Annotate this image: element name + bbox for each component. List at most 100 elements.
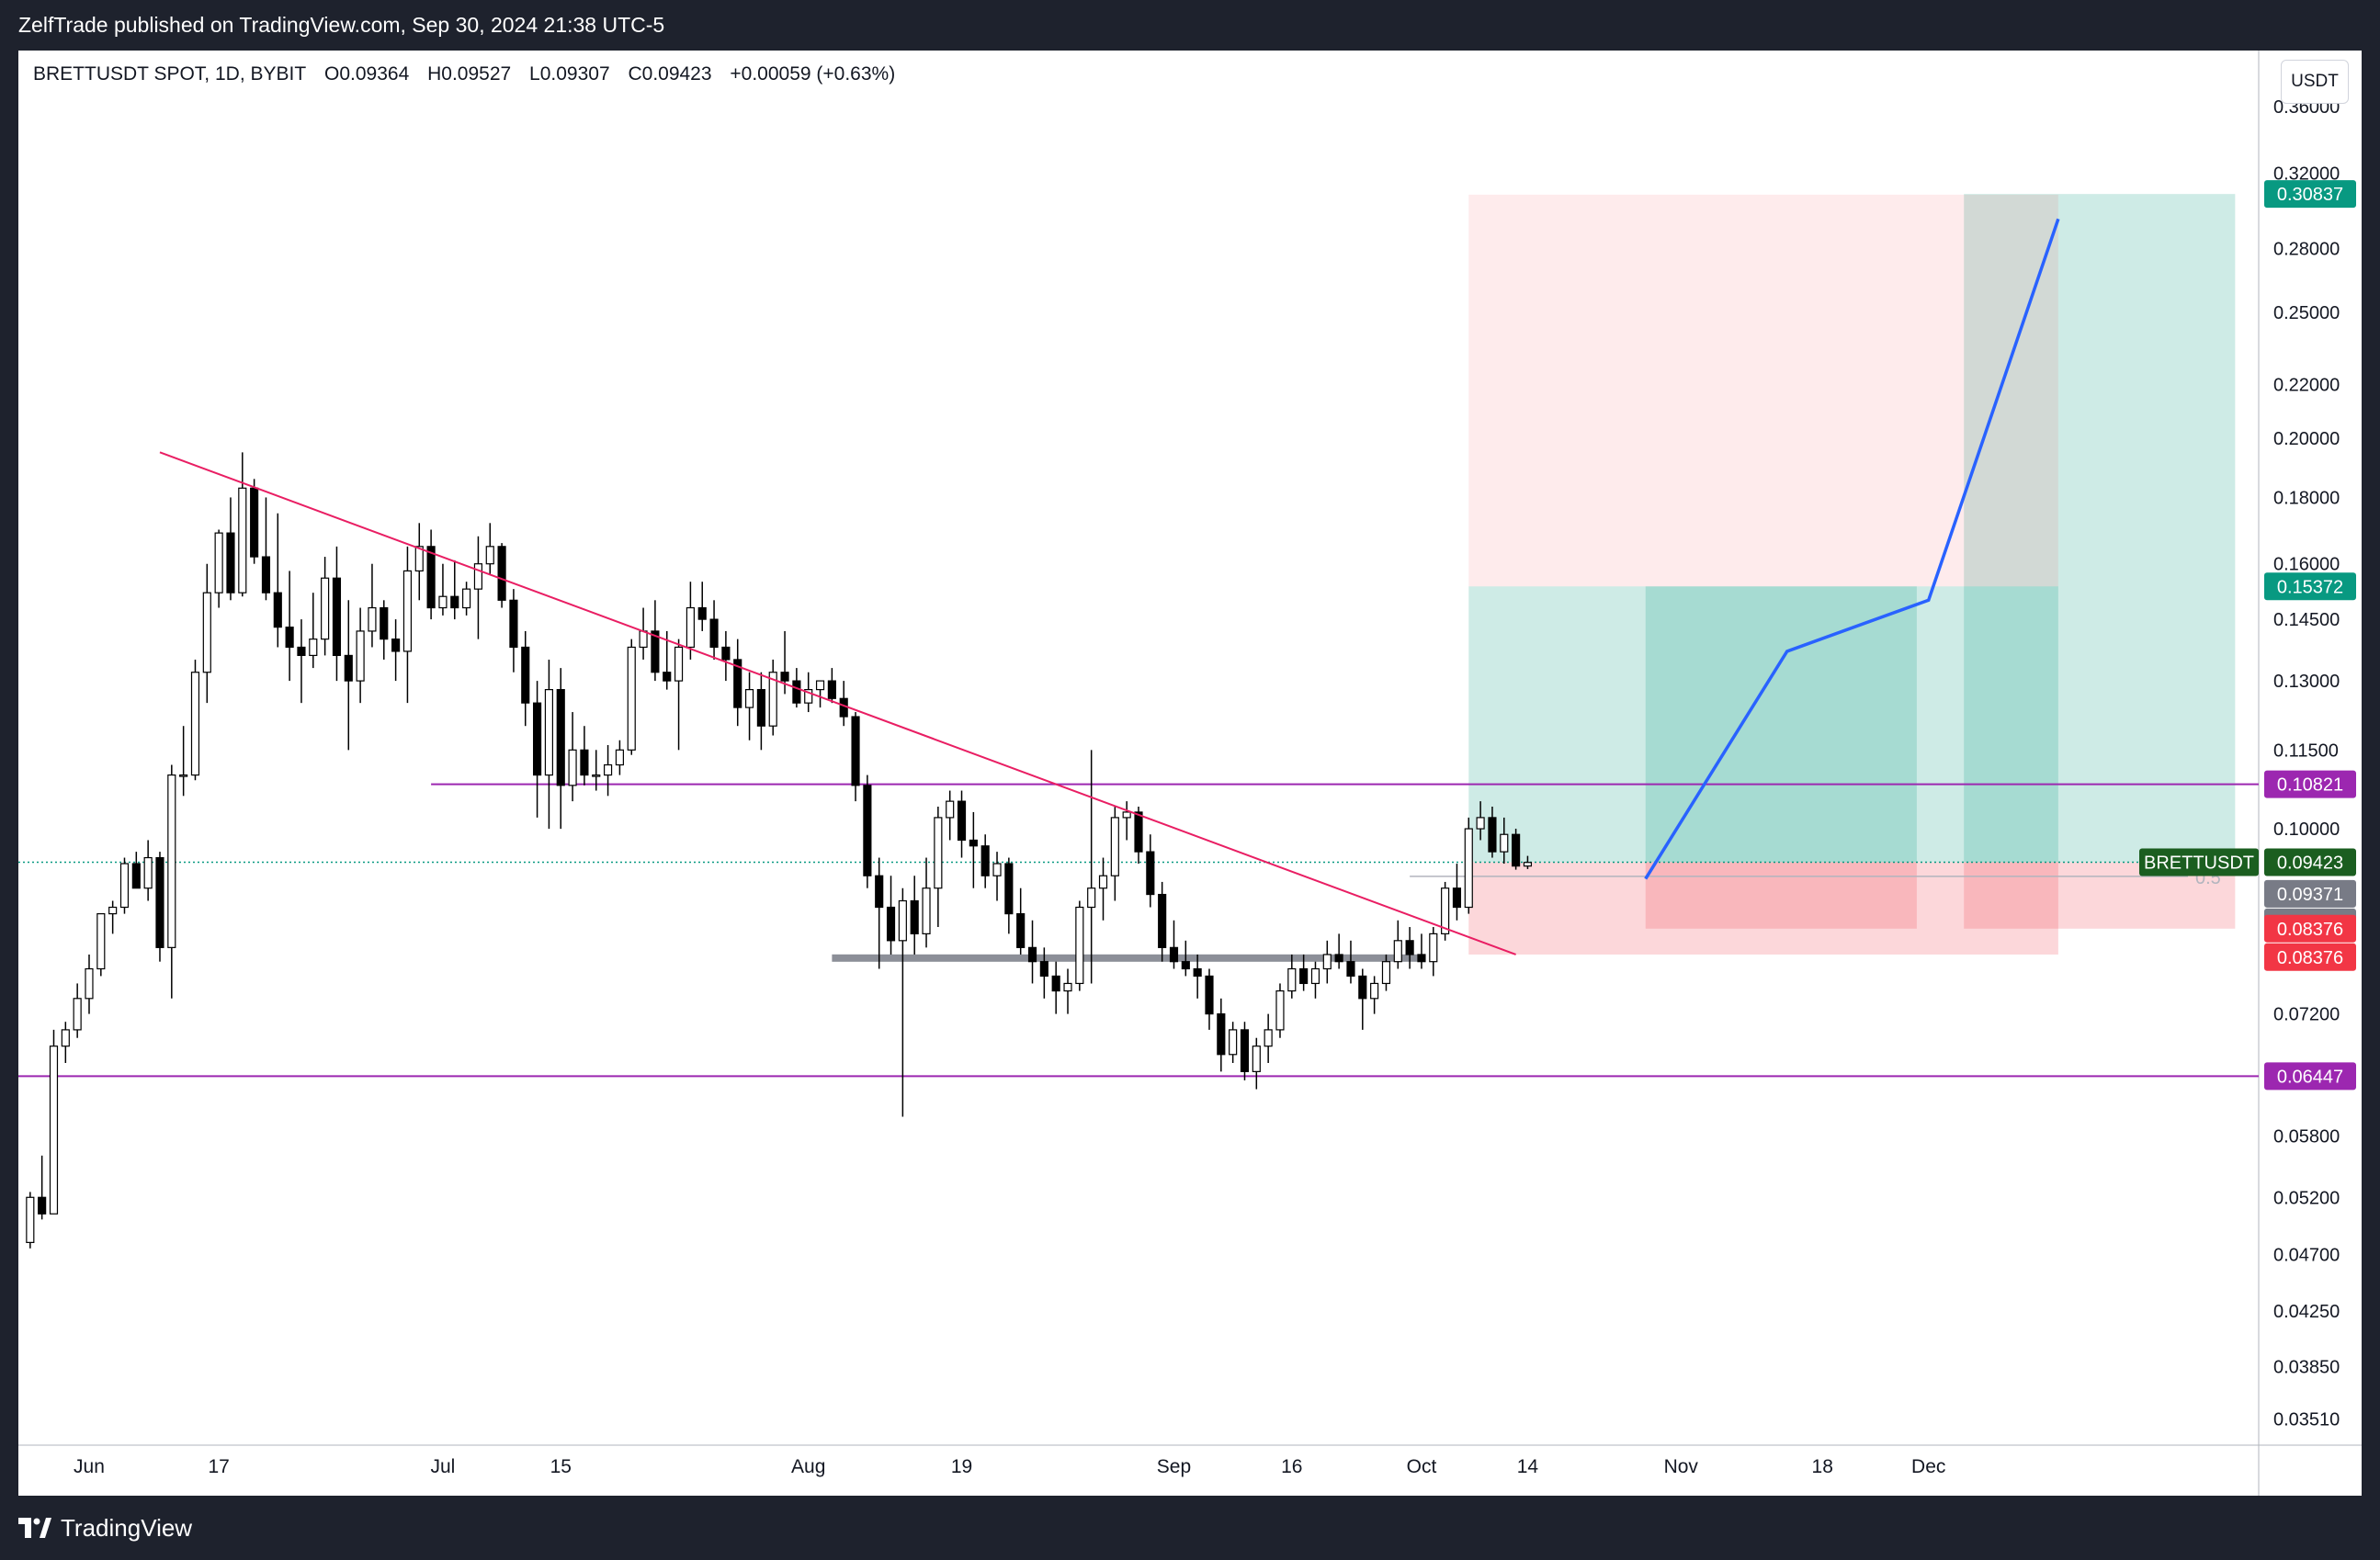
candle <box>1016 887 1026 955</box>
candle-body <box>627 646 636 751</box>
candle-body <box>898 899 907 942</box>
candle <box>1158 881 1167 962</box>
candle <box>992 852 1002 901</box>
candle-body <box>1299 967 1309 985</box>
candle <box>627 639 636 755</box>
position-loss-zone <box>1468 862 2058 955</box>
candle-body <box>1016 913 1026 948</box>
time-tick-label: Jul <box>431 1456 456 1477</box>
candle-body <box>556 689 565 786</box>
candle <box>580 726 589 786</box>
price-tick-label: 0.07200 <box>2273 1005 2340 1025</box>
candle-body <box>1488 817 1497 853</box>
candle <box>214 529 223 608</box>
position-profit-zone <box>1468 586 2058 863</box>
candle <box>1075 900 1084 991</box>
candle-body <box>73 998 82 1031</box>
price-tick-label: 0.22000 <box>2273 375 2340 395</box>
price-axis-badge: 0.09371 <box>2264 879 2356 908</box>
candle-body <box>238 487 247 593</box>
candle <box>533 681 542 818</box>
price-axis-badge-text: 0.06447 <box>2277 1067 2343 1087</box>
price-axis-badge: 0.15372 <box>2264 572 2356 601</box>
candle <box>1051 961 1060 1014</box>
candle-body <box>1098 875 1108 889</box>
currency-button[interactable]: USDT <box>2281 60 2349 104</box>
candle-body <box>1370 982 1379 1000</box>
candle <box>485 523 494 575</box>
candle-body <box>1252 1046 1261 1072</box>
candle <box>497 543 506 608</box>
candle-body <box>544 689 553 776</box>
candle <box>1310 961 1320 999</box>
price-tick-label: 0.04700 <box>2273 1245 2340 1265</box>
candle-body <box>285 627 294 649</box>
candle <box>934 807 943 928</box>
candle-body <box>1169 946 1179 963</box>
candle <box>1417 933 1426 969</box>
position-profit-zone <box>1645 586 1917 863</box>
candle <box>1027 920 1037 984</box>
candle-body <box>709 618 719 649</box>
candle-body <box>1429 933 1438 963</box>
candle <box>768 659 777 736</box>
chart-frame[interactable]: 0.5 0.36000 0.32000 0.28000 0.25000 0.22000 0.… <box>18 51 2362 1496</box>
candle-body <box>674 646 684 682</box>
candle-body <box>980 845 990 876</box>
tradingview-logo[interactable]: TradingView <box>18 1512 192 1543</box>
price-axis-badge-bg <box>2264 914 2356 943</box>
candle-body <box>1441 887 1450 934</box>
price-tick-label: 0.13000 <box>2273 672 2340 692</box>
candle-body <box>190 672 200 776</box>
candle <box>910 876 919 955</box>
time-tick-label: Oct <box>1407 1456 1437 1477</box>
candle <box>1429 927 1438 977</box>
chart-canvas[interactable]: 0.50.360000.320000.280000.250000.220000.… <box>18 51 2362 1496</box>
time-tick-label: 19 <box>951 1456 972 1477</box>
price-tick-label: 0.18000 <box>2273 488 2340 508</box>
candle <box>85 954 94 1014</box>
price-axis-badge-text: 0.30837 <box>2277 185 2343 205</box>
candle <box>332 546 342 682</box>
symbol-badge-bg <box>2139 848 2259 876</box>
price-tick-label: 0.14500 <box>2273 610 2340 630</box>
price-tick-label: 0.28000 <box>2273 239 2340 259</box>
position-loss-zone <box>1645 862 1917 929</box>
publisher-text: ZelfTrade published on TradingView.com, … <box>18 13 665 37</box>
price-tick-label: 0.11500 <box>2273 740 2339 761</box>
candle <box>1441 881 1450 941</box>
time-tick-label: 18 <box>1812 1456 1833 1477</box>
candle <box>733 639 742 727</box>
price-axis-badge-text: 0.10821 <box>2277 775 2343 796</box>
price-axis-badge-bg <box>2264 943 2356 971</box>
candle <box>721 630 731 682</box>
candle <box>1476 801 1485 841</box>
price-axis-badge-text: 0.08376 <box>2277 920 2343 940</box>
price-axis-badge: 0.30837 <box>2264 180 2356 209</box>
candle <box>167 764 176 999</box>
candle-body <box>214 532 223 593</box>
candle <box>1358 968 1367 1030</box>
candle <box>190 659 200 781</box>
candle <box>1464 817 1473 914</box>
candle-body <box>686 606 695 649</box>
candle-body <box>615 749 624 766</box>
legend-symbol[interactable]: BRETTUSDT SPOT, 1D, BYBIT <box>33 63 307 85</box>
candle-body <box>839 697 848 718</box>
candle-body <box>167 774 176 948</box>
price-axis-badge: 0.09423 <box>2264 848 2356 876</box>
candle-body <box>462 588 471 609</box>
candle <box>946 790 955 841</box>
candle-body <box>1334 954 1343 963</box>
candle <box>119 857 130 914</box>
candle <box>521 630 530 727</box>
candle-body <box>946 800 955 819</box>
candle-body <box>744 689 754 708</box>
price-tick-label: 0.05200 <box>2273 1188 2340 1208</box>
candle <box>1098 857 1108 921</box>
price-axis-badge-text: 0.15372 <box>2277 577 2343 597</box>
candle-body <box>179 774 188 777</box>
candle <box>980 834 990 888</box>
candle-body <box>992 863 1002 876</box>
candle <box>108 900 118 934</box>
